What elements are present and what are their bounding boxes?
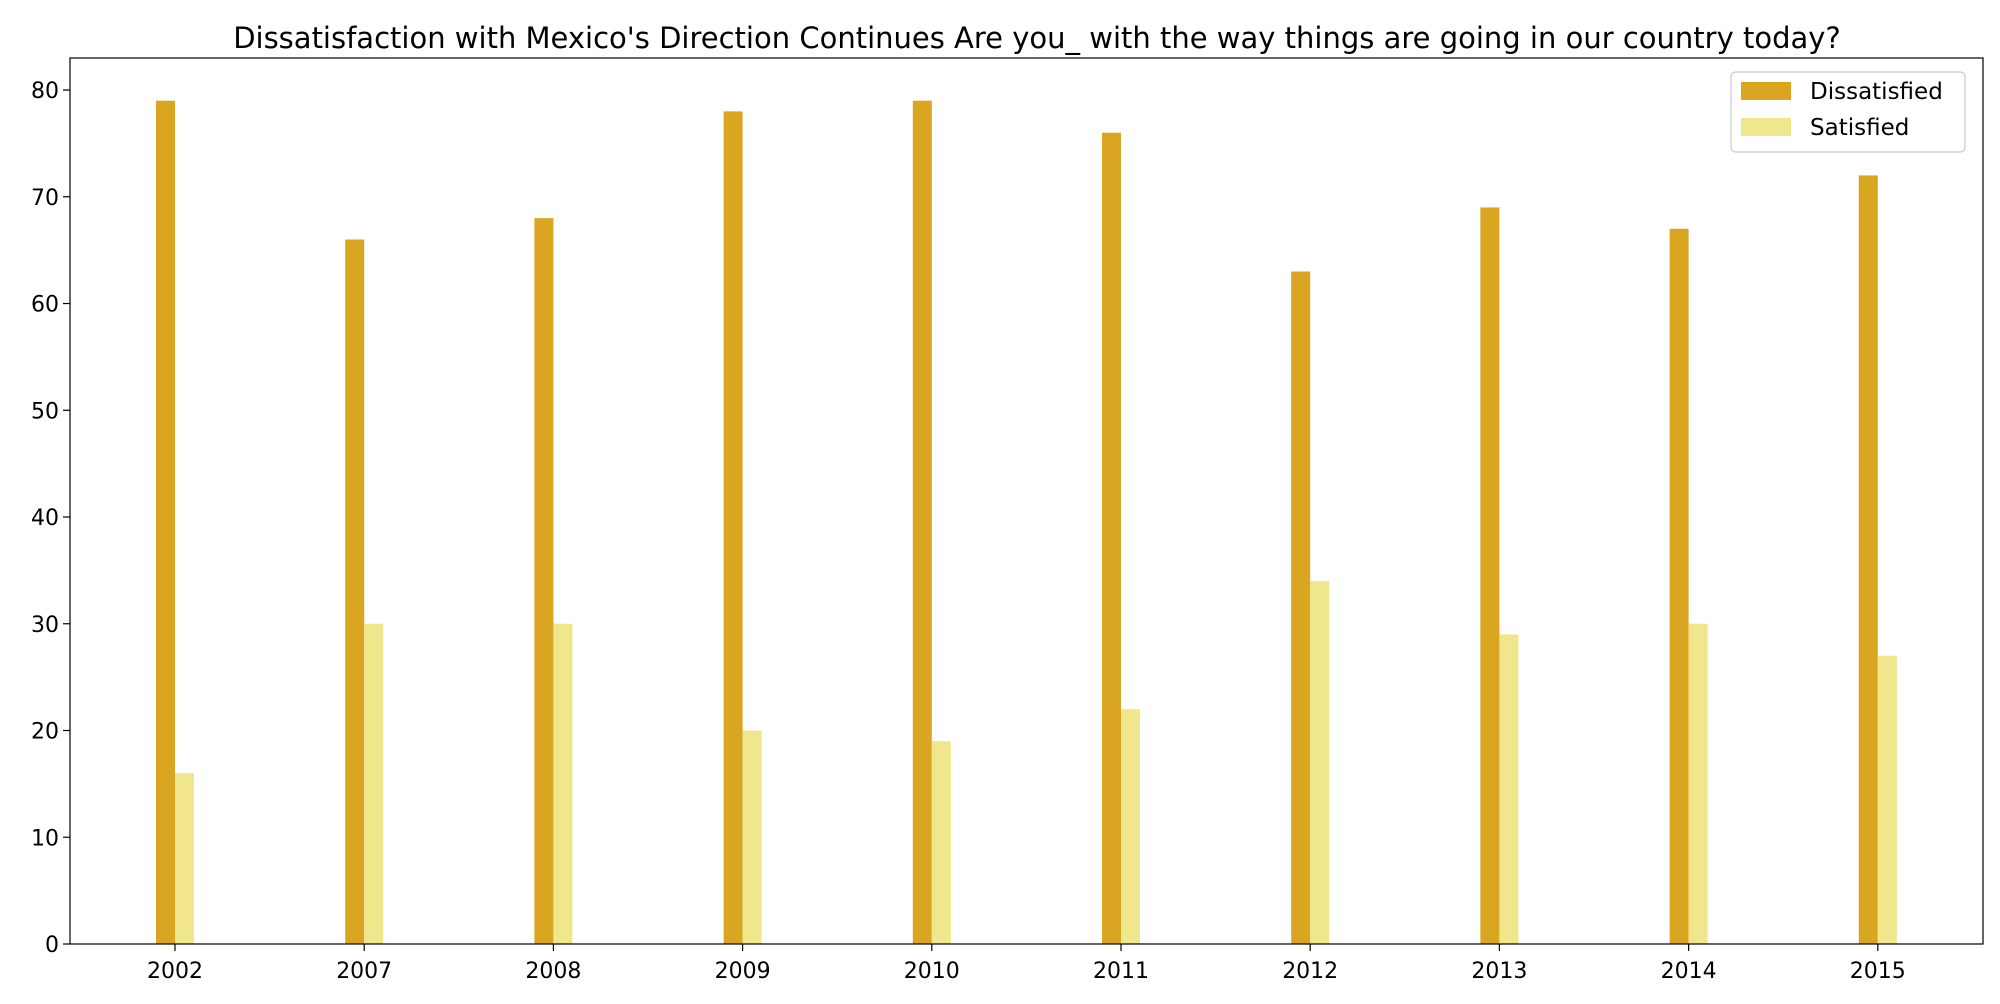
x-tick-label: 2008: [525, 959, 581, 984]
legend: Dissatisfied Satisfied: [1730, 71, 1966, 153]
legend-swatch-dissatisfied: [1741, 82, 1791, 100]
bar-dissatisfied-2008: [534, 218, 554, 944]
plot-frame: [69, 57, 1984, 945]
bar-satisfied-2008: [553, 623, 573, 944]
chart-title: Dissatisfaction with Mexico's Direction …: [233, 21, 1841, 55]
bar-dissatisfied-2010: [912, 100, 932, 944]
y-tick-label: 30: [31, 613, 59, 638]
bar-satisfied-2011: [1121, 709, 1140, 944]
x-tick-label: 2010: [904, 959, 960, 984]
bar-satisfied-2010: [931, 741, 951, 944]
x-tick-label: 2013: [1471, 959, 1527, 984]
bar-satisfied-2012: [1310, 581, 1330, 944]
y-tick-label: 0: [45, 933, 59, 958]
legend-label-satisfied: Satisfied: [1810, 115, 1909, 141]
x-tick-label: 2015: [1850, 959, 1906, 984]
x-tick-label: 2002: [147, 959, 203, 984]
x-tick-label: 2012: [1282, 959, 1338, 984]
bar-satisfied-2009: [742, 730, 762, 944]
bar-satisfied-2013: [1499, 634, 1519, 944]
bar-dissatisfied-2012: [1291, 271, 1311, 944]
bar-dissatisfied-2007: [345, 239, 365, 945]
bars-layer: [156, 100, 1897, 945]
y-tick-label: 50: [31, 399, 59, 424]
bar-dissatisfied-2011: [1102, 132, 1121, 944]
bar-dissatisfied-2015: [1858, 175, 1878, 944]
bar-dissatisfied-2014: [1669, 228, 1689, 945]
y-tick-label: 40: [31, 506, 59, 531]
x-tick-label: 2007: [336, 959, 392, 984]
y-tick-label: 70: [31, 186, 59, 211]
bar-dissatisfied-2002: [156, 100, 175, 944]
bar-dissatisfied-2013: [1480, 207, 1500, 944]
y-tick-label: 20: [31, 720, 59, 745]
bar-dissatisfied-2009: [723, 111, 743, 945]
x-tick-label: 2011: [1093, 959, 1149, 984]
bar-satisfied-2014: [1688, 623, 1708, 944]
y-tick-label: 10: [31, 826, 59, 851]
bar-satisfied-2007: [364, 623, 384, 944]
bar-satisfied-2002: [175, 773, 194, 944]
x-tick-label: 2009: [715, 959, 771, 984]
legend-swatch-satisfied: [1741, 118, 1791, 136]
x-tick-label: 2014: [1661, 959, 1717, 984]
axes-layer: 0 10 20 30 40 50 60 70 80 2002 2007 2008 2009 2010 201…: [31, 57, 1984, 984]
y-tick-label: 60: [31, 293, 59, 318]
y-tick-label: 80: [31, 79, 59, 104]
bar-satisfied-2015: [1877, 655, 1897, 944]
legend-label-dissatisfied: Dissatisfied: [1810, 79, 1943, 105]
